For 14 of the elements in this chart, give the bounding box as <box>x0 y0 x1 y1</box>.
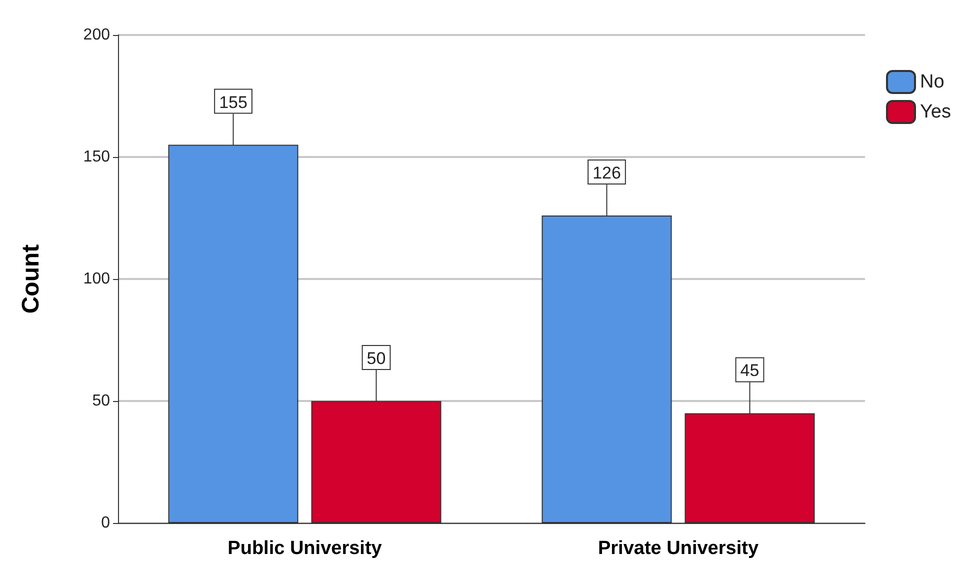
y-tick-label: 200 <box>83 26 110 44</box>
legend-label: No <box>920 72 944 92</box>
data-label: 126 <box>592 164 621 183</box>
legend-label: Yes <box>920 102 952 122</box>
x-tick-label: Private University <box>598 538 759 559</box>
y-tick-label: 0 <box>101 514 110 532</box>
y-tick-label: 150 <box>83 148 110 166</box>
y-axis-title: Count <box>18 244 44 314</box>
x-tick-label: Public University <box>228 538 382 559</box>
y-tick-label: 50 <box>92 392 110 410</box>
data-label: 50 <box>366 349 386 368</box>
data-label: 155 <box>219 92 248 112</box>
y-tick-label: 100 <box>83 270 110 288</box>
data-label: 45 <box>740 361 760 380</box>
